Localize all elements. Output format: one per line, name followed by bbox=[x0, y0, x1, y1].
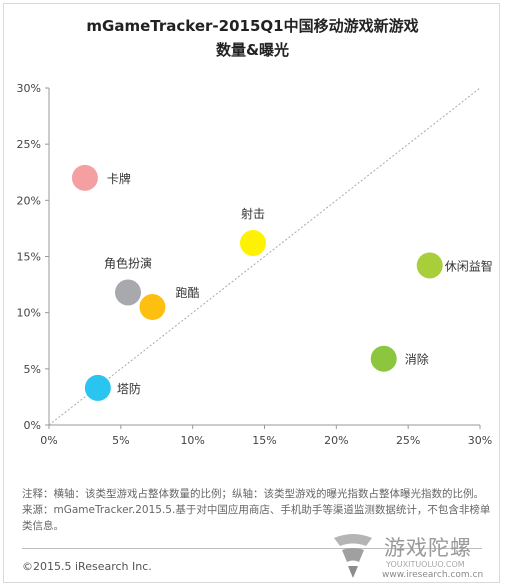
data-point-label: 角色扮演 bbox=[104, 255, 152, 270]
x-tick-label: 20% bbox=[324, 434, 348, 447]
watermark-cn: 游戏陀螺 bbox=[384, 536, 472, 560]
chart-notes: 注释：横轴：该类型游戏占整体数量的比例；纵轴：该类型游戏的曝光指数占整体曝光指数… bbox=[22, 486, 492, 534]
data-point-label: 休闲益智 bbox=[445, 258, 493, 273]
y-tick-label: 25% bbox=[17, 138, 41, 151]
y-tick-label: 15% bbox=[17, 251, 41, 264]
watermark-en: YOUXITUOLUO.COM bbox=[386, 560, 465, 569]
data-point-label: 射击 bbox=[241, 206, 265, 221]
y-tick-label: 10% bbox=[17, 307, 41, 320]
chart-title-line1: mGameTracker-2015Q1中国移动游戏新游戏 bbox=[86, 17, 419, 35]
data-point bbox=[416, 252, 443, 279]
reference-line-group bbox=[48, 87, 481, 426]
watermark-logo-icon bbox=[334, 534, 372, 578]
x-tick-label: 25% bbox=[396, 434, 420, 447]
watermark: 游戏陀螺 YOUXITUOLUO.COM www.iresearch.com.c… bbox=[326, 528, 494, 582]
data-point-label: 塔防 bbox=[117, 381, 141, 396]
chart-ticks: 0% 5% 10% 15% 20% 25% 30% 0% 5% 10% 15% 20% 25% 30% bbox=[17, 82, 493, 447]
y-tick-label: 5% bbox=[24, 363, 41, 376]
copyright-text: ©2015.5 iResearch Inc. bbox=[22, 560, 152, 573]
diagonal-reference-line bbox=[48, 87, 481, 426]
watermark-url: www.iresearch.com.cn bbox=[382, 570, 484, 580]
data-point bbox=[370, 345, 397, 372]
data-point-label: 卡牌 bbox=[107, 172, 131, 186]
data-point bbox=[139, 294, 166, 321]
x-tick-label: 5% bbox=[112, 434, 129, 447]
y-tick-label: 30% bbox=[17, 82, 41, 95]
chart-title: mGameTracker-2015Q1中国移动游戏新游戏 数量&曝光 bbox=[0, 14, 505, 62]
y-tick-label: 20% bbox=[17, 194, 41, 207]
chart-frame bbox=[3, 3, 500, 583]
data-point bbox=[71, 164, 98, 191]
data-point-label: 消除 bbox=[405, 352, 429, 367]
x-tick-label: 30% bbox=[468, 434, 492, 447]
note-line-1: 注释：横轴：该类型游戏占整体数量的比例；纵轴：该类型游戏的曝光指数占整体曝光指数… bbox=[22, 488, 484, 500]
x-tick-label: 0% bbox=[40, 434, 57, 447]
data-point bbox=[115, 279, 142, 306]
footer-divider bbox=[22, 548, 482, 549]
y-tick-label: 0% bbox=[24, 419, 41, 432]
data-point bbox=[84, 374, 111, 401]
x-tick-label: 10% bbox=[180, 434, 204, 447]
note-line-3: 类信息。 bbox=[22, 520, 64, 532]
chart-points bbox=[71, 164, 443, 401]
chart-title-line2: 数量&曝光 bbox=[215, 41, 290, 59]
data-point bbox=[240, 230, 267, 257]
x-tick-label: 15% bbox=[252, 434, 276, 447]
data-point-label: 跑酷 bbox=[175, 286, 199, 300]
note-line-2: 来源：mGameTracker.2015.5.基于对中国应用商店、手机助手等渠道… bbox=[22, 504, 491, 516]
